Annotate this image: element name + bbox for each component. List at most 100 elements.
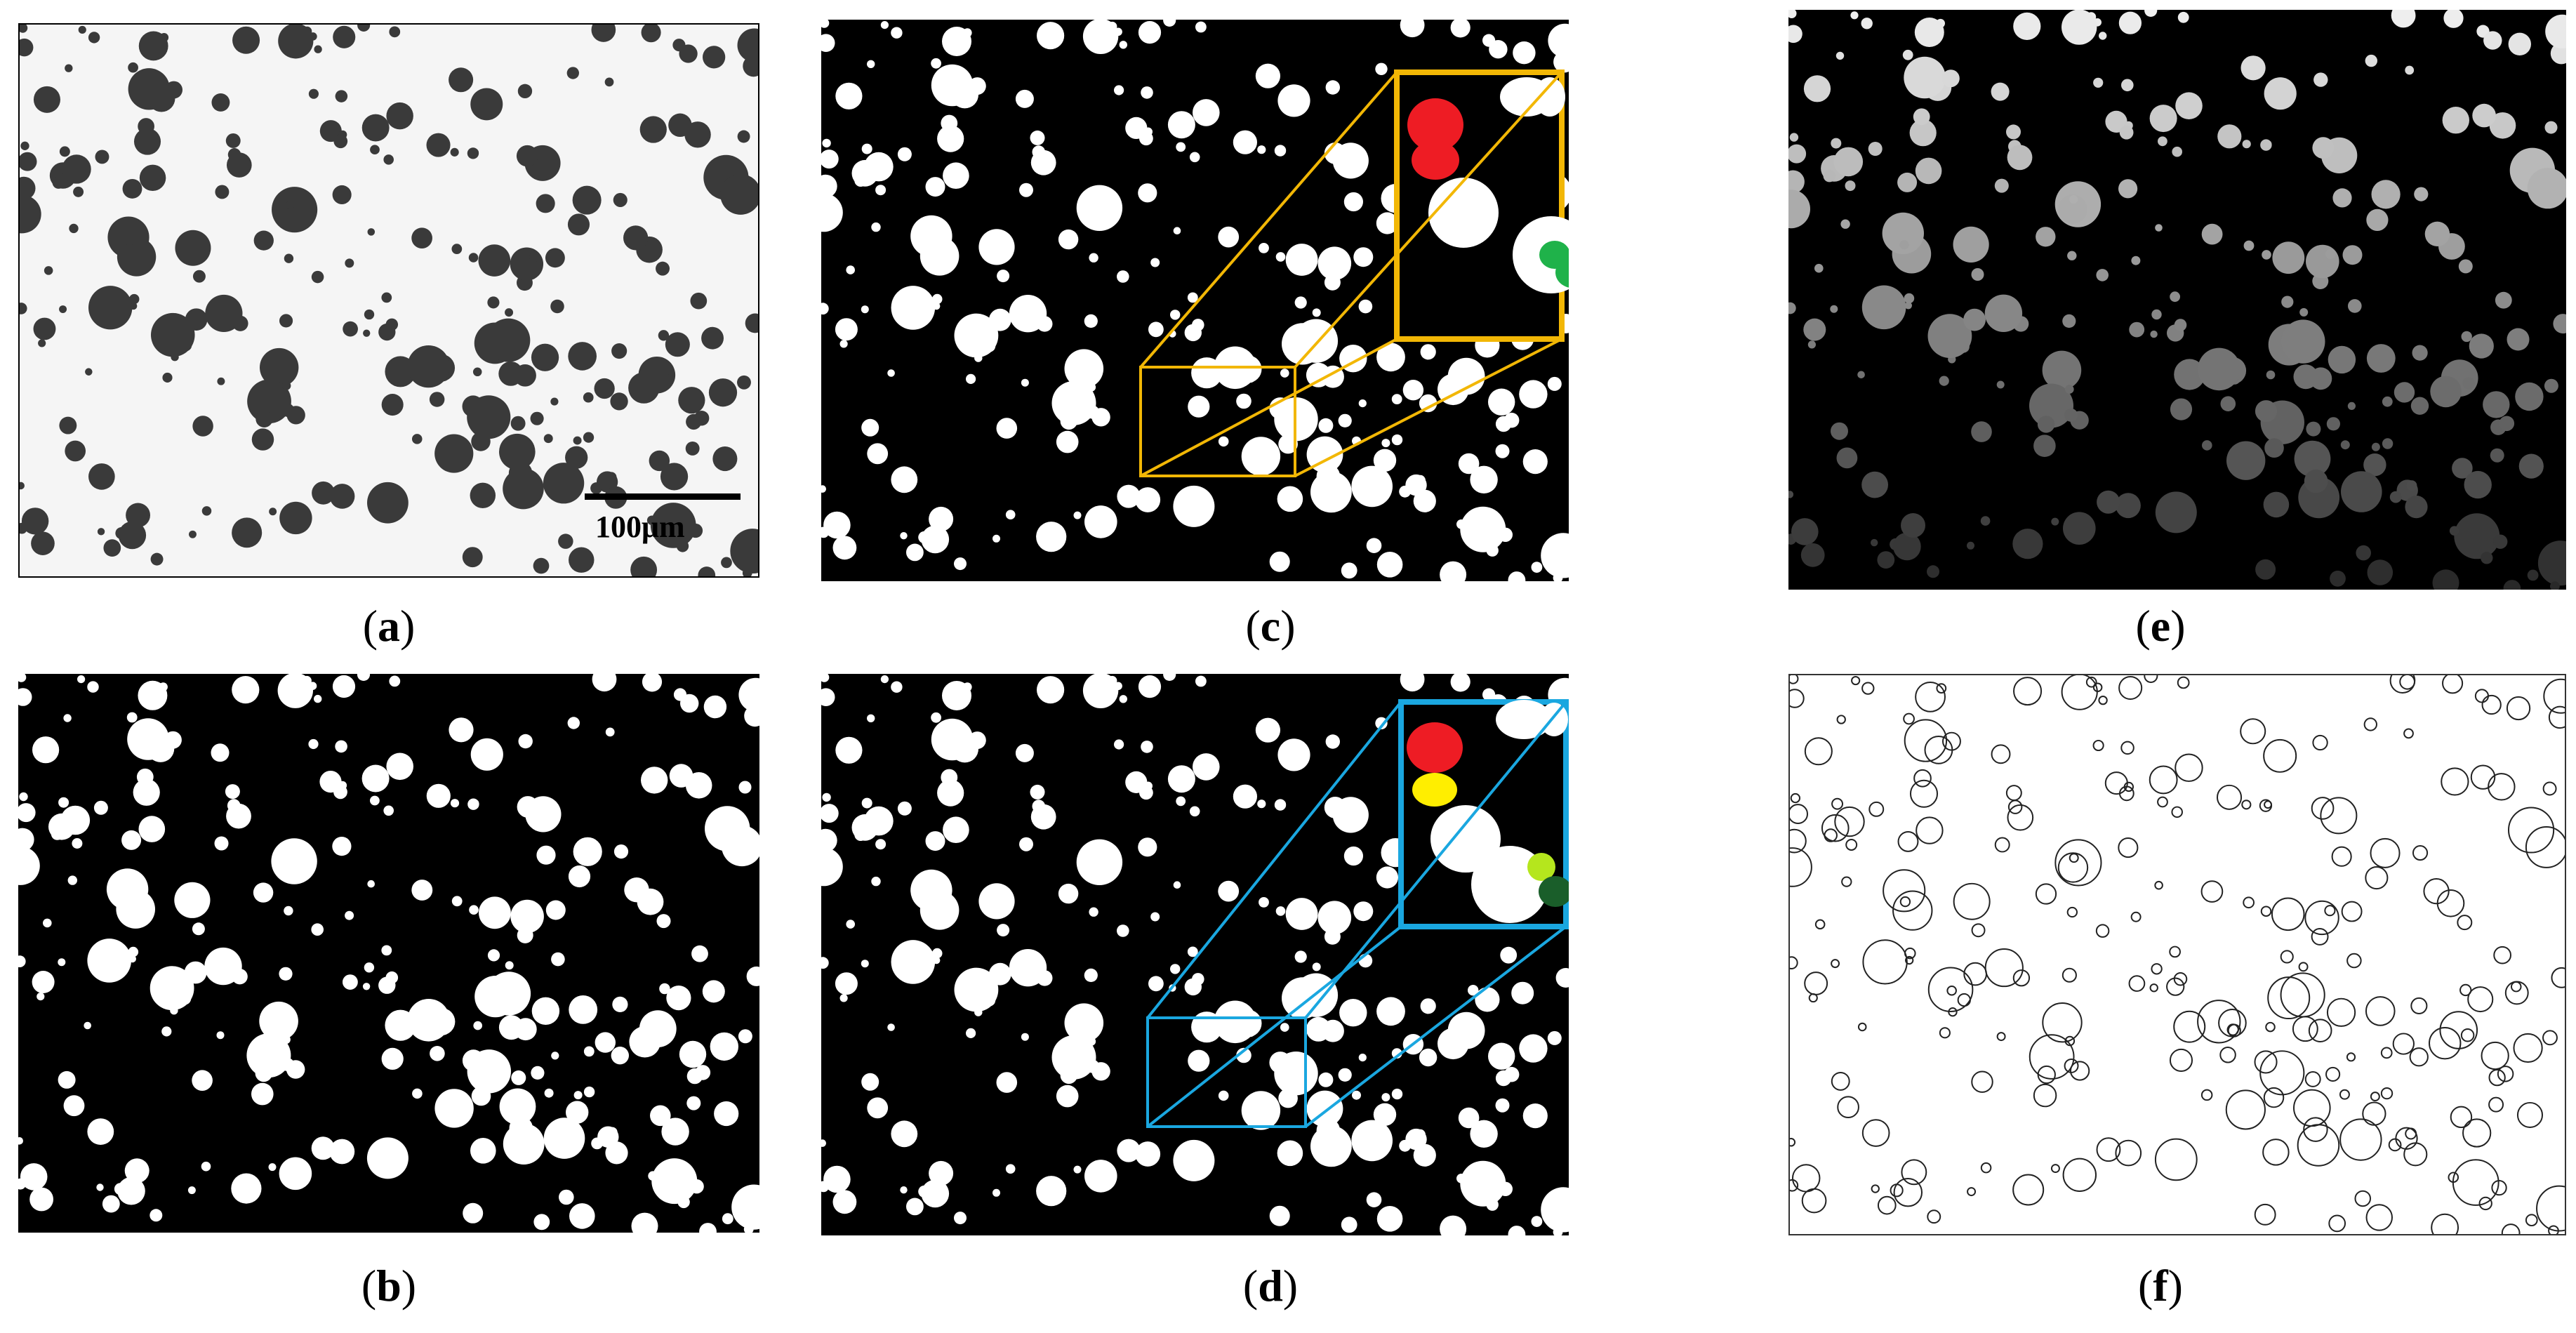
particle — [1036, 1176, 1067, 1207]
particle — [2265, 1021, 2276, 1033]
particle — [259, 1001, 298, 1041]
particle — [343, 974, 358, 990]
particle — [821, 804, 839, 823]
particle — [695, 1065, 711, 1080]
particle — [2272, 241, 2305, 274]
particle — [1195, 675, 1207, 687]
particle — [2066, 906, 2078, 918]
particle — [1064, 1003, 1104, 1042]
particle — [832, 1190, 857, 1214]
particle — [2216, 784, 2243, 810]
particle — [1845, 839, 1858, 851]
particle — [2281, 319, 2325, 364]
particle — [122, 178, 142, 199]
particle — [900, 1186, 908, 1194]
particle — [835, 82, 863, 110]
particle — [58, 1070, 76, 1089]
particle — [88, 286, 133, 330]
particle — [1343, 846, 1363, 866]
panel-f-image — [1790, 675, 2565, 1234]
particle — [2489, 112, 2516, 139]
particle — [1904, 293, 1915, 304]
particle — [279, 1157, 312, 1191]
inset-particle — [1412, 773, 1457, 807]
particle — [2542, 1030, 2558, 1046]
particle — [333, 134, 348, 149]
particle — [2448, 1172, 2459, 1183]
particle — [2177, 676, 2190, 689]
particle — [2121, 79, 2134, 92]
particle — [20, 482, 25, 490]
particle — [1317, 246, 1352, 281]
particle — [18, 688, 32, 706]
particle — [451, 244, 463, 255]
particle — [1522, 1103, 1548, 1129]
particle — [933, 302, 941, 310]
particle — [1325, 734, 1340, 749]
particle — [2363, 453, 2386, 477]
particle — [1119, 695, 1127, 703]
particle — [2431, 1213, 2459, 1234]
particle — [1089, 907, 1098, 917]
particle — [927, 896, 938, 906]
particle — [2012, 1174, 2045, 1206]
particle — [1015, 743, 1034, 762]
particle — [2516, 1101, 2544, 1128]
particle — [2405, 1127, 2417, 1140]
particle — [821, 957, 829, 969]
particle — [128, 955, 136, 963]
particle — [451, 896, 463, 907]
particle — [954, 557, 967, 571]
particle — [20, 176, 36, 200]
particle — [20, 303, 27, 314]
particle — [1788, 10, 1797, 18]
particle — [1163, 20, 1176, 27]
particle — [823, 1165, 851, 1193]
particle — [545, 248, 565, 268]
particle — [2340, 440, 2350, 450]
particle — [2149, 105, 2177, 133]
caption-d: (d) — [1242, 1261, 1299, 1311]
particle — [1553, 1227, 1563, 1235]
particle — [478, 244, 511, 277]
particle — [1513, 41, 1536, 65]
particle — [2155, 491, 2197, 533]
particle — [1877, 1195, 1897, 1215]
particle — [2120, 741, 2135, 755]
particle — [1902, 49, 1913, 60]
particle — [367, 228, 376, 236]
particle — [150, 552, 164, 566]
particle — [95, 150, 109, 164]
particle — [247, 379, 291, 424]
particle — [2306, 421, 2321, 437]
particle — [62, 154, 91, 184]
particle — [2062, 1158, 2097, 1193]
particle — [2128, 975, 2146, 992]
particle — [138, 118, 154, 135]
particle — [591, 25, 616, 42]
particle — [1438, 373, 1469, 406]
particle — [2507, 328, 2530, 351]
particle — [201, 506, 212, 516]
particle — [2036, 227, 2056, 247]
particle — [861, 797, 872, 809]
particle — [2175, 753, 2203, 782]
particle — [2452, 1159, 2499, 1206]
particle — [2536, 1185, 2565, 1232]
particle — [2490, 448, 2504, 463]
particle — [966, 1028, 976, 1038]
particle — [2063, 512, 2096, 545]
particle — [1971, 923, 1986, 938]
particle — [1056, 1085, 1079, 1108]
particle — [2266, 370, 2276, 380]
particle — [426, 783, 451, 808]
particle — [1294, 296, 1307, 309]
particle — [2493, 946, 2511, 964]
particle — [411, 434, 423, 444]
particle — [518, 734, 533, 749]
particle — [2303, 1117, 2328, 1142]
particle — [2006, 124, 2021, 140]
particle — [1804, 971, 1828, 995]
particle — [274, 199, 305, 230]
particle — [88, 32, 100, 44]
